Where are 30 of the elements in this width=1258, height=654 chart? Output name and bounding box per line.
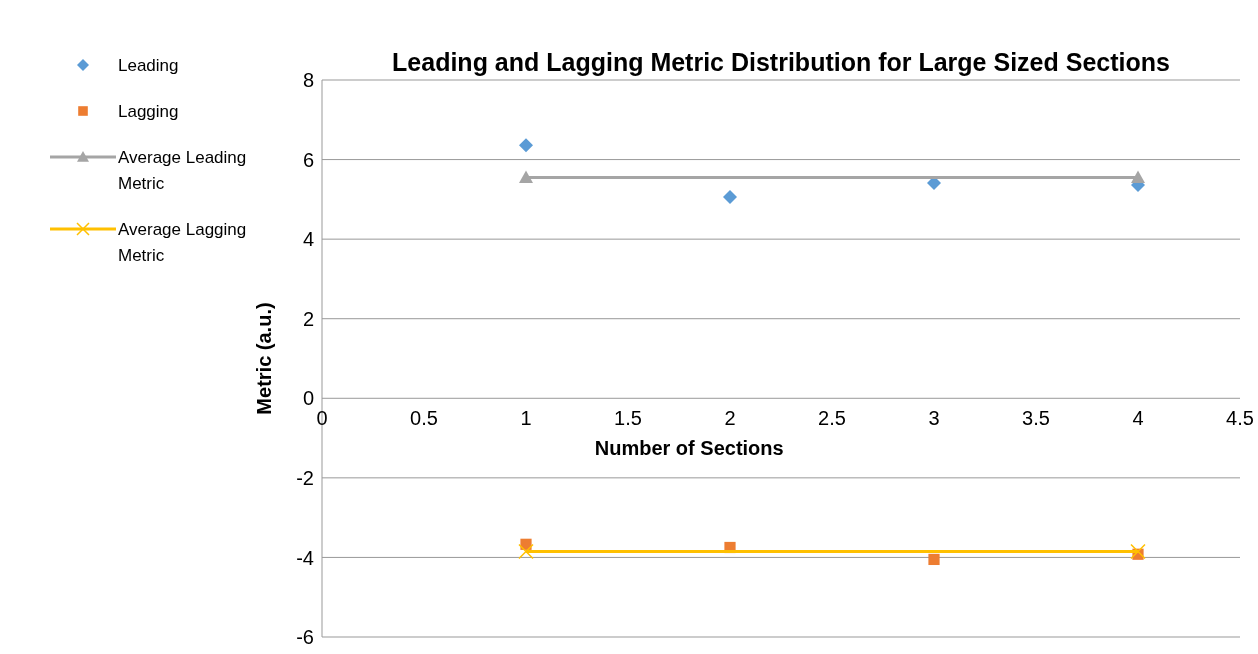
point	[518, 543, 534, 560]
x-axis-title: Number of Sections	[593, 436, 785, 460]
x-tick-label: 0	[316, 406, 328, 429]
point	[519, 138, 533, 153]
x-tick-label: 2	[724, 406, 736, 429]
point	[1130, 543, 1146, 560]
y-tick-label: -4	[296, 546, 314, 569]
y-axis-title: Metric (a.u.)	[253, 302, 276, 415]
x-tick-label: 4.5	[1226, 406, 1254, 429]
y-tick-label: -2	[296, 466, 314, 489]
legend-label: Average Lagging Metric	[118, 219, 248, 267]
x-tick-label: 3	[928, 406, 940, 429]
point	[928, 553, 940, 566]
legend-label: Average Leading Metric	[118, 147, 248, 195]
y-tick-label: 4	[302, 228, 314, 251]
y-tick-label: 8	[302, 69, 314, 92]
legend-label: Leading	[118, 55, 180, 77]
x-tick-label: 1	[520, 406, 532, 429]
y-tick-label: 0	[302, 387, 314, 410]
x-tick-label: 2.5	[818, 406, 846, 429]
x-tick-label: 1.5	[614, 406, 642, 429]
chart-title: Leading and Lagging Metric Distribution for Large Sized Sections	[391, 48, 1171, 77]
legend-label: Lagging	[118, 101, 180, 123]
y-tick-label: 6	[302, 148, 314, 171]
x-tick-label: 4	[1132, 406, 1144, 429]
x-tick-label: 0.5	[410, 406, 438, 429]
x-tick-label: 3.5	[1022, 406, 1050, 429]
point	[723, 189, 737, 204]
y-tick-label: -6	[296, 626, 314, 649]
y-tick-label: 2	[302, 307, 314, 330]
